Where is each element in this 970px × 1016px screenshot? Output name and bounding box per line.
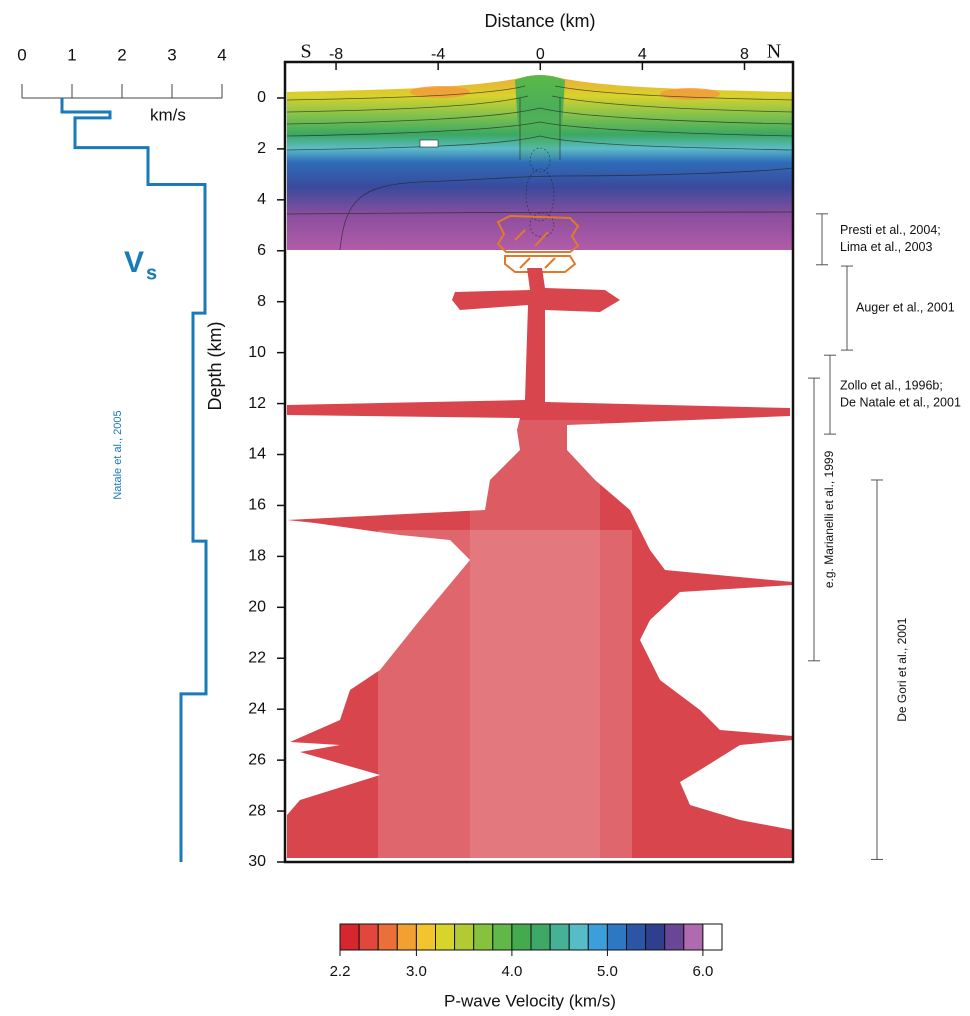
- colorbar-box: [474, 924, 493, 950]
- vs-axis-label: km/s: [150, 105, 186, 124]
- colorbar-tick-label: 3.0: [406, 963, 427, 980]
- y-tick-label: 10: [248, 344, 266, 361]
- colorbar-box: [703, 924, 722, 950]
- colorbar-box: [607, 924, 626, 950]
- colorbar-box: [359, 924, 378, 950]
- vs-tick-label: 0: [17, 45, 26, 64]
- x-tick-label: -4: [431, 46, 445, 63]
- y-tick-label: 16: [248, 497, 266, 514]
- y-tick-label: 28: [248, 802, 266, 819]
- y-axis-title: Depth (km): [205, 321, 225, 410]
- vs-label-sub: s: [146, 262, 157, 284]
- vs-label: V: [124, 246, 144, 279]
- y-tick-label: 26: [248, 751, 266, 768]
- reference-label: De Natale et al., 2001: [840, 395, 961, 409]
- colorbar-box: [569, 924, 588, 950]
- x-tick-label: -8: [329, 46, 343, 63]
- colorbar-box: [531, 924, 550, 950]
- reference-label: Zollo et al., 1996b;: [840, 378, 943, 392]
- vs-tick-label: 4: [217, 45, 226, 64]
- vs-tick-label: 3: [167, 45, 176, 64]
- y-tick-label: 18: [248, 548, 266, 565]
- x-axis-title: Distance (km): [484, 11, 595, 31]
- vs-tick-label: 2: [117, 45, 126, 64]
- vs-source: Natale et al., 2005: [112, 410, 124, 499]
- colorbar-box: [436, 924, 455, 950]
- velocity-body-image: [287, 268, 793, 858]
- y-tick-label: 14: [248, 446, 266, 463]
- reference-label: e.g. Marianelli et al., 1999: [822, 450, 836, 588]
- vs-tick-label: 1: [67, 45, 76, 64]
- colorbar-tick-label: 2.2: [330, 963, 351, 980]
- colorbar-box: [550, 924, 569, 950]
- reference-label: De Gori et al., 2001: [895, 617, 909, 721]
- colorbar-tick-label: 5.0: [597, 963, 618, 980]
- colorbar-tick-label: 4.0: [501, 963, 522, 980]
- y-tick-label: 20: [248, 599, 266, 616]
- reference-label: Presti et al., 2004;: [840, 223, 941, 237]
- y-tick-label: 2: [257, 140, 266, 157]
- colorbar-box: [646, 924, 665, 950]
- y-tick-label: 8: [257, 293, 266, 310]
- colorbar-tick-label: 6.0: [692, 963, 713, 980]
- vs-profile-line: [62, 98, 206, 862]
- colorbar-box: [378, 924, 397, 950]
- colorbar-box: [416, 924, 435, 950]
- end-label: S: [300, 41, 311, 63]
- colorbar-box: [512, 924, 531, 950]
- tomography-image: [287, 75, 793, 272]
- colorbar-box: [627, 924, 646, 950]
- colorbar-title: P-wave Velocity (km/s): [444, 991, 616, 1010]
- colorbar-box: [455, 924, 474, 950]
- colorbar-box: [665, 924, 684, 950]
- y-tick-label: 30: [248, 853, 266, 870]
- y-tick-label: 22: [248, 649, 266, 666]
- y-tick-label: 24: [248, 700, 266, 717]
- reference-label: Auger et al., 2001: [856, 300, 955, 314]
- figure: Distance (km) Depth (km) S N km/s V s Na…: [0, 0, 970, 1016]
- y-tick-label: 0: [257, 89, 266, 106]
- colorbar-box: [340, 924, 359, 950]
- colorbar-box: [493, 924, 512, 950]
- reference-label: Lima et al., 2003: [840, 240, 932, 254]
- x-tick-label: 0: [536, 46, 545, 63]
- y-tick-label: 12: [248, 395, 266, 412]
- x-tick-label: 4: [638, 46, 647, 63]
- y-tick-label: 4: [257, 191, 266, 208]
- y-tick-label: 6: [257, 242, 266, 259]
- colorbar-box: [684, 924, 703, 950]
- end-label: N: [767, 41, 781, 63]
- colorbar-box: [397, 924, 416, 950]
- colorbar-box: [588, 924, 607, 950]
- x-tick-label: 8: [740, 46, 749, 63]
